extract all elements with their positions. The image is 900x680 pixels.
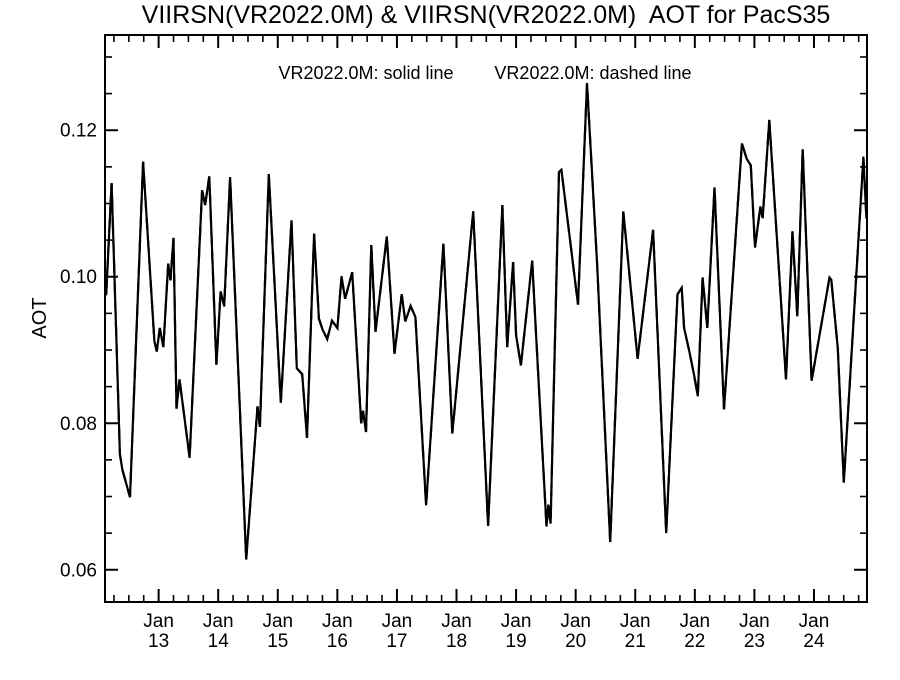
x-tick-label-month: Jan <box>382 611 413 632</box>
y-tick-label: 0.12 <box>60 121 97 142</box>
x-tick-label-date: 16 <box>327 631 348 652</box>
legend-dashed-label: VR2022.0M: dashed line <box>494 63 691 83</box>
x-tick-label-date: 15 <box>267 631 288 652</box>
x-tick-label-date: 17 <box>386 631 407 652</box>
y-axis-label: AOT <box>29 297 51 338</box>
x-tick-label-month: Jan <box>262 611 293 632</box>
y-tick-label: 0.08 <box>60 414 97 435</box>
x-tick-label-date: 14 <box>208 631 230 652</box>
x-tick-label-date: 22 <box>684 631 705 652</box>
plot-area: Jan13Jan14Jan15Jan16Jan17Jan18Jan19Jan20… <box>60 34 868 652</box>
dashed-series-path <box>105 83 868 560</box>
x-tick-label-date: 18 <box>446 631 467 652</box>
y-tick-label: 0.10 <box>60 267 97 288</box>
legend-solid-label: VR2022.0M: solid line <box>278 63 453 83</box>
y-tick-label: 0.06 <box>60 560 97 581</box>
x-tick-label-date: 21 <box>625 631 646 652</box>
x-tick-label-date: 23 <box>744 631 765 652</box>
x-tick-label-date: 24 <box>803 631 825 652</box>
x-tick-label-month: Jan <box>560 611 591 632</box>
x-tick-label-month: Jan <box>620 611 651 632</box>
x-tick-label-month: Jan <box>441 611 472 632</box>
chart-title: VIIRSN(VR2022.0M) & VIIRSN(VR2022.0M) AO… <box>142 1 831 29</box>
x-tick-label-month: Jan <box>203 611 234 632</box>
x-tick-label-date: 19 <box>506 631 527 652</box>
x-tick-label-month: Jan <box>679 611 710 632</box>
x-tick-label-date: 13 <box>148 631 169 652</box>
x-tick-label-month: Jan <box>322 611 353 632</box>
x-tick-label-month: Jan <box>799 611 830 632</box>
x-tick-label-month: Jan <box>143 611 174 632</box>
x-tick-label-date: 20 <box>565 631 586 652</box>
x-tick-label-month: Jan <box>501 611 532 632</box>
x-tick-label-month: Jan <box>739 611 770 632</box>
